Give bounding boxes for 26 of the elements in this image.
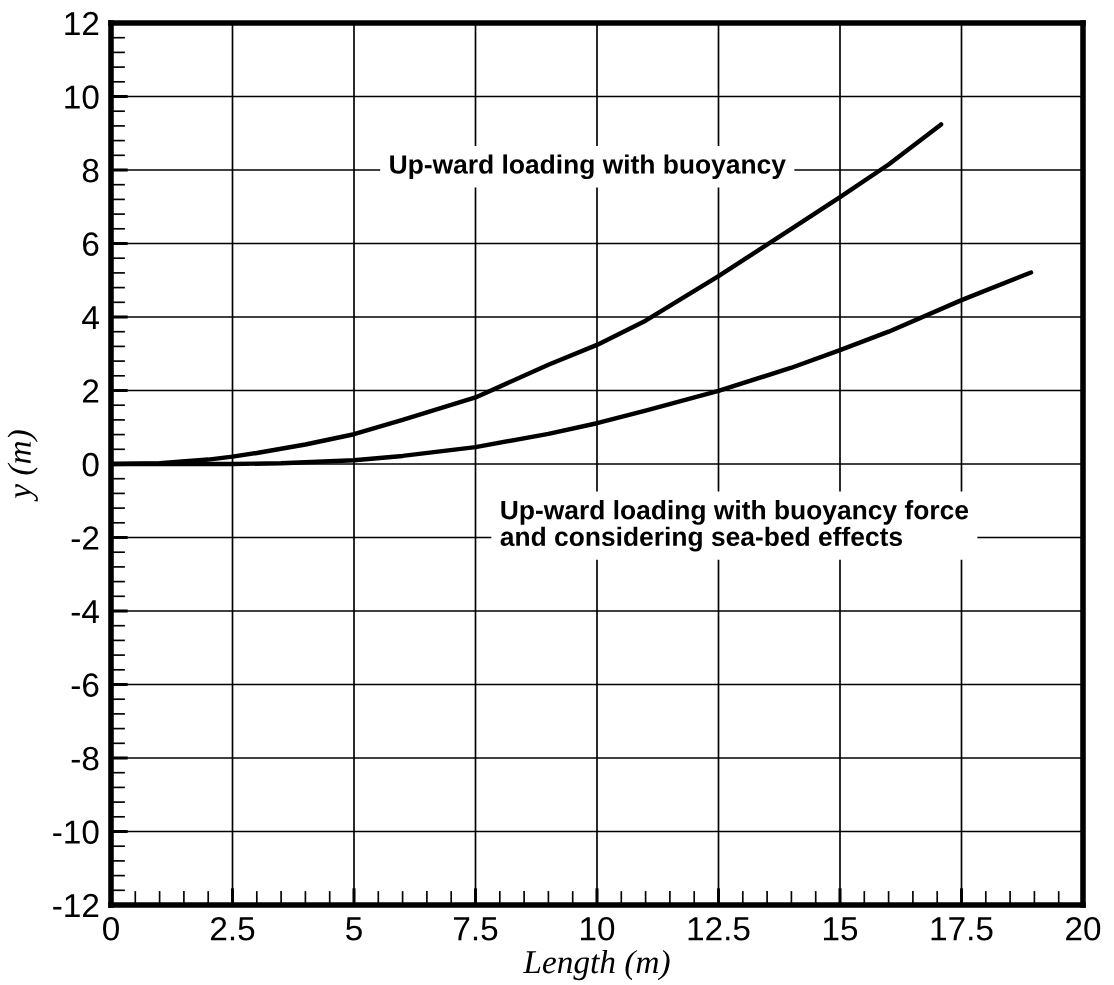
x-tick-label: 2.5 (211, 916, 255, 941)
annotation: Up-ward loading with buoyancy (390, 154, 786, 180)
y-tick-label: -12 (53, 893, 99, 918)
x-tick-label: 10 (581, 916, 615, 941)
x-tick-label: 15 (824, 917, 858, 941)
y-tick-label: 6 (83, 232, 99, 256)
x-tick-label: 5 (346, 917, 362, 941)
y-tick-label: 0 (82, 452, 99, 477)
y-tick-label: 12 (65, 11, 99, 36)
x-tick-label: 0 (103, 916, 119, 941)
y-tick-label: 2 (83, 379, 99, 403)
y-tick-label: -10 (53, 820, 99, 844)
x-axis-title: Length (m) (523, 949, 670, 981)
annotation: Up-ward loading with buoyancy force and considering sea-bed effects (500, 500, 969, 552)
y-tick-label: -4 (71, 600, 99, 624)
y-tick-label: 10 (65, 85, 99, 109)
y-tick-label: -6 (71, 673, 99, 697)
x-tick-label: 20 (1066, 916, 1101, 941)
x-tick-label: 7.5 (454, 917, 498, 941)
y-tick-label: -8 (71, 746, 99, 771)
x-tick-label: 12.5 (688, 916, 750, 941)
y-axis-title: y (m) (7, 430, 38, 502)
y-tick-label: 8 (82, 158, 99, 183)
y-tick-label: -2 (71, 526, 99, 550)
x-tick-label: 17.5 (931, 917, 993, 941)
y-tick-label: 4 (82, 306, 99, 330)
